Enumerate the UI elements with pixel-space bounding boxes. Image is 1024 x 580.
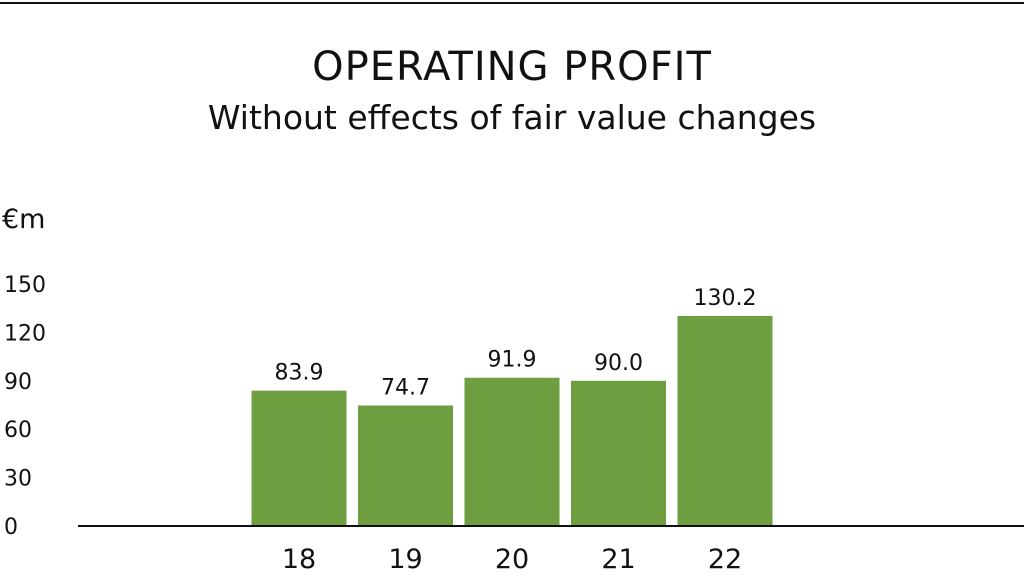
- data-label-19: 74.7: [381, 375, 430, 400]
- data-label-20: 91.9: [488, 348, 537, 373]
- y-axis-unit-label: €m: [2, 204, 46, 235]
- x-tick-label-20: 20: [495, 544, 529, 575]
- bar-19: [358, 405, 453, 526]
- y-tick-label: 0: [4, 515, 18, 540]
- x-tick-label-22: 22: [708, 544, 742, 575]
- x-tick-label-21: 21: [601, 544, 635, 575]
- y-tick-label: 90: [4, 370, 32, 395]
- data-label-21: 90.0: [594, 351, 643, 376]
- bar-18: [251, 390, 347, 526]
- bar-20: [464, 377, 560, 526]
- bar-21: [571, 380, 666, 526]
- y-tick-label: 120: [4, 321, 46, 346]
- top-rule: [0, 2, 1024, 4]
- y-tick-label: 60: [4, 418, 32, 443]
- chart-title: OPERATING PROFIT: [312, 44, 712, 90]
- data-label-22: 130.2: [694, 286, 757, 311]
- data-label-18: 83.9: [275, 361, 324, 386]
- x-tick-label-18: 18: [282, 544, 316, 575]
- bar-22: [677, 315, 773, 526]
- y-tick-label: 30: [4, 467, 32, 492]
- y-tick-label: 150: [4, 273, 46, 298]
- x-tick-label-19: 19: [388, 544, 422, 575]
- chart-subtitle: Without effects of fair value changes: [207, 98, 817, 137]
